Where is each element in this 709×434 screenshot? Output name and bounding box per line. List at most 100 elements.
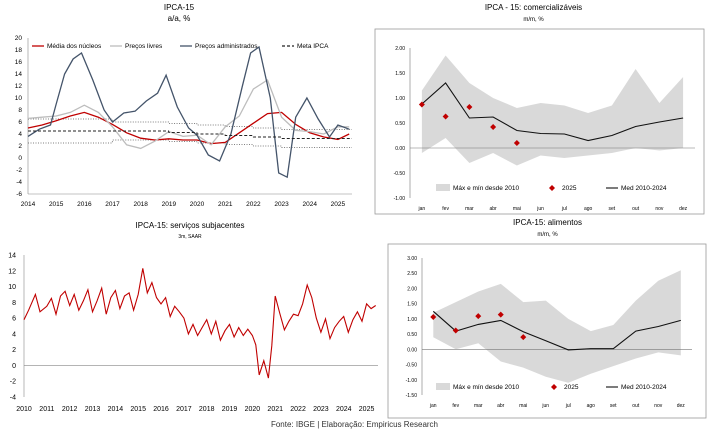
x-tick-label: 2025 [359,406,375,413]
x-tick-label: ago [584,206,593,212]
y-tick-label: -1.00 [394,196,406,202]
legend-label: Preços administrados [195,43,258,50]
y-tick-label: 2.00 [395,46,405,52]
x-tick-label: out [632,206,640,212]
x-tick-label: jan [429,403,437,409]
y-tick-label: 1.00 [407,317,417,323]
y-tick-label: 6 [12,316,16,323]
x-tick-label: 2024 [336,406,352,413]
x-tick-label: 2018 [199,406,215,413]
x-tick-label: jul [565,403,571,409]
data-point-2025 [513,140,520,146]
x-tick-label: 2025 [331,201,346,208]
x-tick-label: 2015 [130,406,146,413]
series-line [23,268,377,379]
y-tick-label: 0.50 [395,121,405,127]
y-tick-label: 4 [18,131,22,138]
y-tick-label: -2 [16,167,22,174]
legend-label: Média dos núcleos [47,43,102,50]
legend-label: 2025 [562,185,577,192]
y-tick-label: -2 [10,379,16,386]
x-tick-label: set [610,403,617,409]
data-point-2025 [520,334,527,341]
x-tick-label: nov [654,403,663,409]
x-tick-label: 2021 [218,201,233,208]
legend-label: Preços livres [125,43,163,50]
x-tick-label: 2021 [267,406,283,413]
y-tick-label: 18 [15,47,23,54]
series-line [27,111,350,145]
legend-label: Máx e mín desde 2010 [453,384,520,391]
chart-subtitle: 3m, SAAR [178,234,202,240]
y-tick-label: 2 [12,347,16,354]
x-tick-label: nov [655,206,664,212]
y-tick-label: 12 [15,83,23,90]
x-tick-label: 2020 [245,406,261,413]
x-tick-label: 2017 [105,201,120,208]
y-tick-label: -4 [16,179,22,186]
x-tick-label: 2022 [246,201,261,208]
x-tick-label: 2012 [62,406,78,413]
chart-title: IPCA-15: serviços subjacentes [136,221,245,230]
x-tick-label: 2019 [222,406,238,413]
legend-swatch-2025 [549,185,555,191]
chart-alimentos: IPCA-15: alimentos m/m, % -1.50 -1.00 -0.50 0… [387,218,707,419]
legend-swatch-2025 [551,384,557,390]
data-point-2025 [442,113,449,120]
legend-label: Med 2010-2024 [621,384,667,391]
x-tick-label: 2014 [108,406,124,413]
chart-title: IPCA - 15: comercializáveis [485,3,582,12]
y-tick-label: -1.00 [406,378,418,384]
y-tick-label: -0.50 [394,171,406,177]
median-line [421,82,684,142]
x-tick-label: jul [561,206,567,212]
y-tick-label: 8 [18,107,22,114]
legend-label: 2025 [564,384,579,391]
y-tick-label: 16 [15,59,23,66]
legend-swatch-range [436,184,450,191]
x-tick-label: fev [442,206,449,212]
x-tick-label: 2023 [313,406,329,413]
x-tick-label: mar [474,403,483,409]
x-tick-label: 2016 [77,201,92,208]
y-tick-label: 10 [15,95,23,102]
y-tick-label: 1.50 [407,302,417,308]
y-tick-label: -0.50 [406,363,418,369]
x-tick-label: fev [452,403,459,409]
x-tick-label: ago [587,403,596,409]
y-tick-label: 2 [18,143,22,150]
x-tick-label: jun [536,206,544,212]
y-tick-label: 3.00 [407,256,417,262]
data-point-2025 [466,104,473,110]
x-tick-label: 2024 [303,201,318,208]
data-point-2025 [497,311,504,318]
x-tick-label: 2014 [21,201,36,208]
legend-label: Máx e mín desde 2010 [453,185,520,192]
y-tick-label: 14 [15,71,23,78]
data-point-2025 [452,327,459,334]
x-tick-label: 2018 [133,201,148,208]
x-tick-label: 2015 [49,201,64,208]
x-tick-label: out [632,403,640,409]
y-tick-label: 12 [8,268,16,275]
x-tick-label: 2020 [190,201,205,208]
y-tick-label: 1.00 [395,96,405,102]
data-point-2025 [418,101,425,108]
legend-label: Med 2010-2024 [621,185,667,192]
y-tick-label: -6 [16,191,22,198]
chart-title: IPCA-15: alimentos [513,218,582,227]
range-band [433,270,681,383]
y-tick-label: 0.00 [407,347,417,353]
data-point-2025 [430,314,437,321]
y-tick-label: 0.00 [395,146,405,152]
x-tick-label: abr [497,403,505,409]
x-tick-label: jun [541,403,549,409]
x-tick-label: abr [490,206,498,212]
y-tick-label: 1.50 [395,71,405,77]
x-tick-label: 2019 [162,201,177,208]
chart-comercializaveis: IPCA - 15: comercializáveis m/m, % -1.00 -0… [374,3,705,215]
chart-servicos-subjacentes: IPCA-15: serviços subjacentes 3m, SAAR -4 -… [8,221,378,413]
chart-ipca15-yoy: IPCA-15 a/a, % -6 -4 -2 0 2 4 6 8 10 12 14 16 18 20 2014… [15,3,352,208]
x-tick-label: mai [513,206,521,212]
